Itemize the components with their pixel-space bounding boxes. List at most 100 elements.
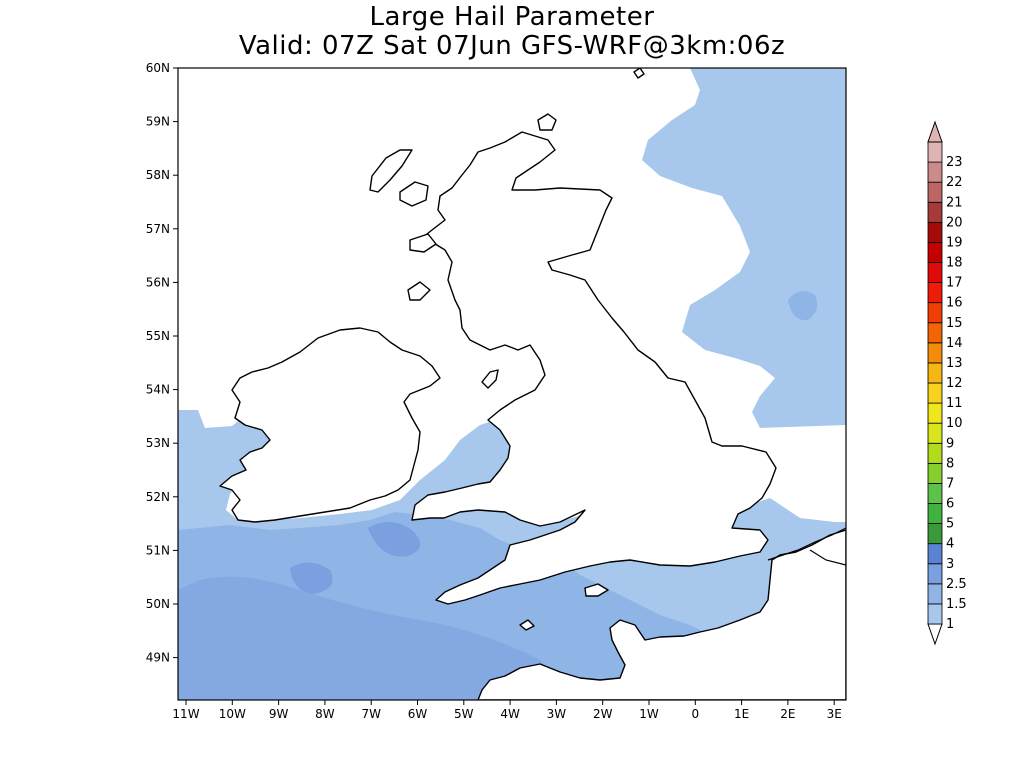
- colorbar-label: 8: [946, 456, 954, 471]
- colorbar-label: 4: [946, 537, 954, 552]
- colorbar-label: 19: [946, 235, 963, 250]
- colorbar: 1 1.5 2.5 3 4 5 6 7 8 9 10 11 12 13 14 15 16 17 18 19 20 21 22…: [927, 120, 967, 646]
- hebrides-coast: [369, 149, 413, 193]
- x-tick-label: 1E: [734, 707, 749, 721]
- x-tick-label: 0: [691, 707, 699, 721]
- colorbar-swatch: [927, 181, 943, 203]
- colorbar-swatch: [927, 543, 943, 565]
- shade-level-2-5-patch-b: [290, 562, 333, 594]
- chart-subtitle: Valid: 07Z Sat 07Jun GFS-WRF@3km:06z: [238, 31, 786, 61]
- colorbar-swatch: [927, 242, 943, 263]
- colorbar-label: 21: [946, 195, 963, 210]
- colorbar-label: 2.5: [946, 577, 967, 592]
- x-tick-label: 8W: [315, 707, 335, 721]
- y-tick-label: 54N: [146, 383, 170, 397]
- map-frame: [177, 67, 847, 701]
- mull-coast: [409, 233, 437, 253]
- colorbar-swatch: [927, 201, 943, 223]
- colorbar-swatch: [927, 141, 943, 163]
- colorbar-label: 11: [946, 396, 963, 411]
- shetland-coast: [633, 68, 645, 79]
- x-tick-label: 2E: [780, 707, 795, 721]
- colorbar-swatch: [927, 221, 943, 243]
- y-tick-label: 56N: [146, 275, 170, 289]
- y-tick-label: 57N: [146, 222, 170, 236]
- colorbar-swatch: [927, 402, 943, 424]
- colorbar-label: 23: [946, 155, 963, 170]
- channel-islands-coast: [519, 619, 535, 631]
- great-britain-coast: [411, 131, 777, 605]
- colorbar-label: 13: [946, 356, 963, 371]
- x-tick-label: 9W: [269, 707, 289, 721]
- colorbar-label: 22: [946, 175, 963, 190]
- colorbar-swatch: [927, 483, 943, 504]
- colorbar-label: 9: [946, 436, 954, 451]
- colorbar-label: 1: [946, 617, 954, 632]
- colorbar-label: 20: [946, 215, 963, 230]
- shade-level-1-5-patch: [788, 291, 818, 321]
- shade-level-2-5-patch-a: [368, 521, 421, 557]
- colorbar-label: 6: [946, 497, 954, 512]
- colorbar-label: 3: [946, 557, 954, 572]
- belgium-border: [809, 549, 846, 566]
- borders-layer: [767, 527, 846, 566]
- ireland-coast: [219, 327, 441, 523]
- y-tick-label: 55N: [146, 329, 170, 343]
- colorbar-swatch: [927, 362, 943, 384]
- colorbar-swatch: [927, 503, 943, 524]
- colorbar-label: 18: [946, 256, 963, 271]
- colorbar-swatch: [927, 563, 943, 585]
- y-tick-label: 59N: [146, 115, 170, 129]
- colorbar-label: 17: [946, 276, 963, 291]
- colorbar-label: 15: [946, 316, 963, 331]
- colorbar-swatch: [927, 342, 943, 364]
- islay-coast: [407, 281, 431, 301]
- colorbar-swatch: [927, 322, 943, 344]
- x-tick-label: 3W: [547, 707, 567, 721]
- colorbar-swatch: [927, 523, 943, 545]
- shade-level-2-5-patch-c: [178, 576, 547, 700]
- colorbar-swatch: [927, 442, 943, 464]
- france-belgium-border: [767, 527, 846, 561]
- isle-of-wight-coast: [584, 583, 609, 597]
- colorbar-swatch: [927, 462, 943, 484]
- shade-level-1-northsea: [642, 68, 846, 428]
- x-tick-label: 7W: [361, 707, 381, 721]
- colorbar-swatch: [927, 422, 943, 444]
- colorbar-swatch: [927, 382, 943, 404]
- colorbar-label: 1.5: [946, 597, 967, 612]
- colorbar-swatch: [927, 583, 943, 605]
- orkney-coast: [537, 113, 557, 131]
- colorbar-swatch: [927, 603, 943, 625]
- colorbar-swatch: [927, 161, 943, 183]
- x-tick-label: 5W: [454, 707, 474, 721]
- colorbar-label: 14: [946, 336, 963, 351]
- x-tick-label: 10W: [219, 707, 246, 721]
- y-axis: 60N 59N 58N 57N 56N 55N 54N 53N 52N 51N 50N 49N: [146, 61, 178, 665]
- x-tick-label: 6W: [408, 707, 428, 721]
- colorbar-swatch: [927, 282, 943, 304]
- y-tick-label: 53N: [146, 436, 170, 450]
- x-tick-label: 3E: [827, 707, 842, 721]
- x-tick-label: 1W: [639, 707, 659, 721]
- colorbar-swatch: [927, 302, 943, 324]
- skye-coast: [399, 181, 429, 207]
- x-tick-label: 11W: [172, 707, 199, 721]
- colorbar-label: 10: [946, 416, 963, 431]
- x-tick-label: 4W: [500, 707, 520, 721]
- colorbar-low-arrow: [927, 623, 943, 646]
- y-tick-label: 52N: [146, 490, 170, 504]
- isle-of-man-coast: [481, 369, 499, 389]
- x-tick-label: 2W: [593, 707, 613, 721]
- coastline-layer: [219, 68, 846, 700]
- france-coast: [477, 529, 846, 700]
- y-tick-label: 50N: [146, 597, 170, 611]
- colorbar-label: 16: [946, 296, 963, 311]
- colorbar-label: 7: [946, 476, 954, 491]
- colorbar-label: 12: [946, 376, 963, 391]
- y-tick-label: 58N: [146, 168, 170, 182]
- chart-title: Large Hail Parameter: [369, 2, 655, 32]
- colorbar-swatch: [927, 262, 943, 283]
- y-tick-label: 49N: [146, 651, 170, 665]
